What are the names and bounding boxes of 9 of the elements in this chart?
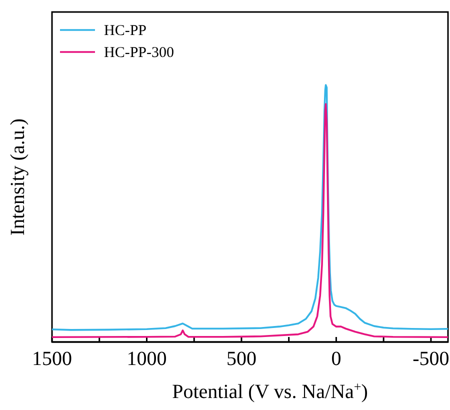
- x-tick-label: 0: [331, 348, 342, 370]
- y-axis-title: Intensity (a.u.): [7, 118, 29, 236]
- x-tick-label: 500: [226, 348, 256, 370]
- x-tick-label: 1500: [32, 348, 72, 370]
- legend-label: HC-PP: [104, 23, 147, 39]
- x-axis-title: Potential (V vs. Na/Na$^{+}$): [172, 378, 368, 403]
- x-tick-label: -500: [412, 348, 450, 370]
- x-tick-label: 1000: [126, 348, 167, 370]
- legend-label: HC-PP-300: [104, 45, 174, 61]
